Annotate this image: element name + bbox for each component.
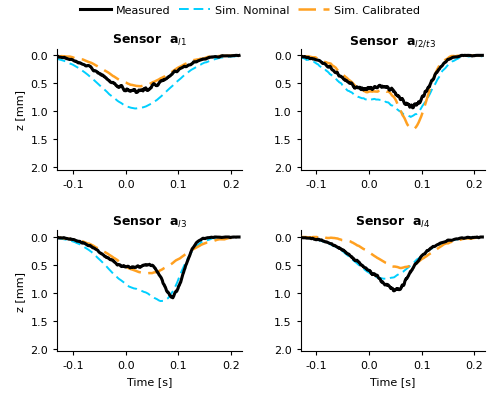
Title: Sensor  $\mathbf{a}_{l3}$: Sensor $\mathbf{a}_{l3}$ bbox=[112, 214, 187, 229]
Y-axis label: z [mm]: z [mm] bbox=[15, 90, 25, 130]
X-axis label: Time [s]: Time [s] bbox=[127, 376, 172, 386]
X-axis label: Time [s]: Time [s] bbox=[370, 376, 416, 386]
Title: Sensor  $\mathbf{a}_{l2/t3}$: Sensor $\mathbf{a}_{l2/t3}$ bbox=[350, 34, 436, 49]
Y-axis label: z [mm]: z [mm] bbox=[15, 271, 25, 311]
Legend: Measured, Sim. Nominal, Sim. Calibrated: Measured, Sim. Nominal, Sim. Calibrated bbox=[76, 2, 424, 20]
Title: Sensor  $\mathbf{a}_{l1}$: Sensor $\mathbf{a}_{l1}$ bbox=[112, 33, 187, 48]
Title: Sensor  $\mathbf{a}_{l4}$: Sensor $\mathbf{a}_{l4}$ bbox=[355, 214, 430, 229]
